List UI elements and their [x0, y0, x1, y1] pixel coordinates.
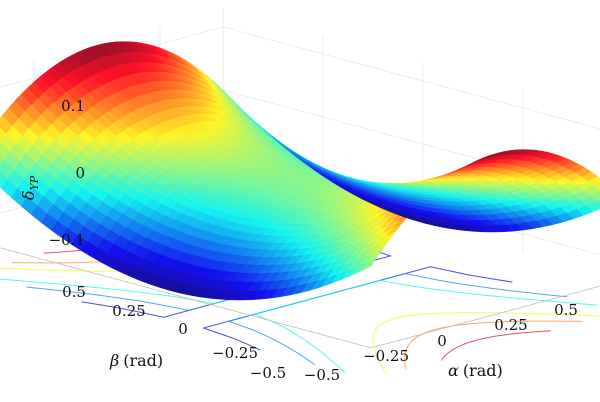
y-tick-label: −0.5: [250, 364, 286, 382]
y-tick-label: 0.25: [112, 302, 145, 320]
floor-contour: [440, 330, 551, 361]
z-axis-label: δYP: [19, 175, 41, 200]
x-tick-label: −0.5: [304, 366, 340, 384]
y-tick-label: 0.5: [62, 283, 86, 301]
y-tick-label: −0.25: [212, 344, 258, 362]
surface-patch: [0, 126, 7, 142]
x-tick-label: −0.25: [363, 347, 409, 365]
z-tick-label: 0.1: [61, 97, 85, 115]
surface-patch: [0, 156, 4, 166]
axis-box: [0, 247, 600, 349]
surface-patch: [216, 83, 234, 101]
axis-edge: [370, 285, 600, 349]
x-tick-label: 0.5: [554, 301, 578, 319]
surface-patch: [0, 141, 11, 161]
surface-patch: [596, 199, 600, 206]
y-axis-label: β (rad): [109, 351, 163, 370]
y-tick-label: 0: [178, 320, 188, 338]
floor-contour: [252, 279, 598, 374]
floor-contour: [372, 312, 600, 376]
axis-edge: [0, 247, 372, 349]
gridline: [222, 26, 600, 130]
z-tick-label: −0.1: [49, 231, 85, 249]
floor-contour: [404, 320, 583, 370]
surface-patch: [593, 182, 600, 192]
z-tick-label: 0: [75, 164, 85, 182]
surface-patch: [0, 171, 8, 189]
x-axis-label: α (rad): [448, 361, 503, 380]
x-tick-label: 0.25: [494, 316, 527, 334]
x-tick-label: 0: [437, 332, 447, 350]
surface: [0, 41, 600, 301]
